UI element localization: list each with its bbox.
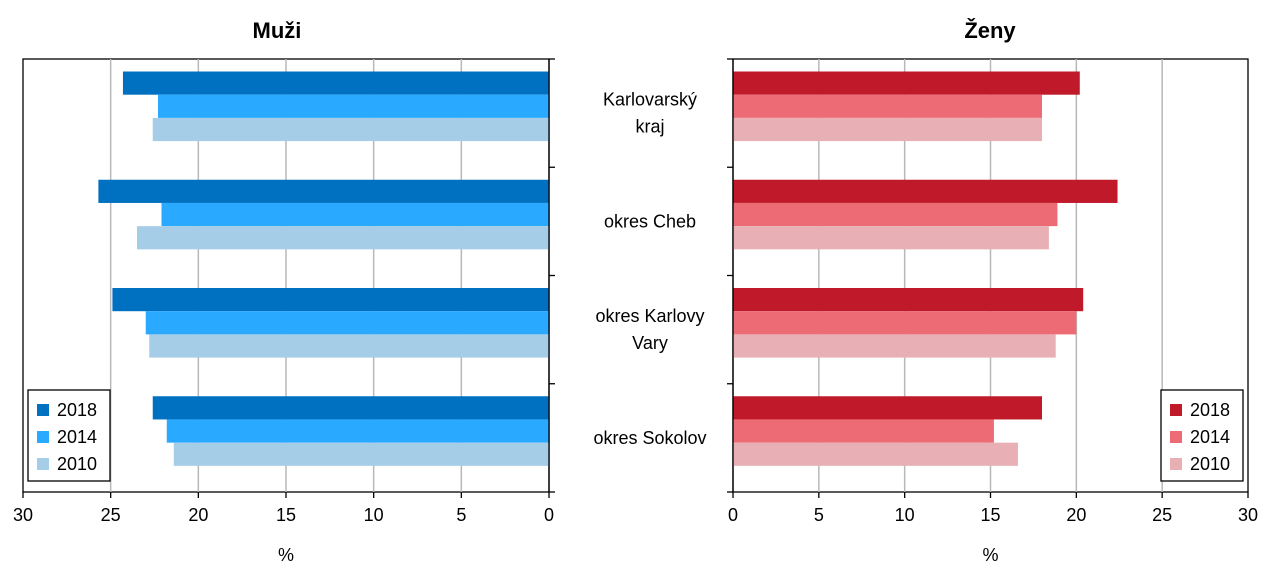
- bar-okres-karlovy-vary-2018: [733, 288, 1084, 312]
- bar-karlovarsky-kraj-2014: [158, 94, 550, 118]
- legend-swatch-2014: [1170, 431, 1182, 443]
- bar-okres-karlovy-vary-2018: [112, 288, 550, 312]
- category-label-okres-cheb: okres Cheb: [604, 211, 696, 231]
- x-tick-label: 0: [544, 505, 554, 525]
- bar-okres-karlovy-vary-2010: [733, 334, 1056, 358]
- bar-karlovarsky-kraj-2010: [152, 117, 549, 142]
- bar-karlovarsky-kraj-2018: [733, 71, 1080, 95]
- category-label-okres-sokolov: okres Sokolov: [593, 428, 706, 448]
- x-axis-label: %: [982, 545, 998, 565]
- bar-karlovarsky-kraj-2018: [122, 71, 549, 95]
- bar-karlovarsky-kraj-2014: [733, 94, 1042, 118]
- x-tick-label: 30: [1238, 505, 1258, 525]
- bar-okres-sokolov-2018: [152, 396, 549, 420]
- legend-label-2010: 2010: [57, 454, 97, 474]
- legend-label-2010: 2010: [1190, 454, 1230, 474]
- chart-muzi: Muži 30 25 20 15 10 5 0% 2018 2014 2010: [13, 18, 555, 565]
- legend-label-2018: 2018: [1190, 400, 1230, 420]
- x-tick-label: 10: [895, 505, 915, 525]
- bar-okres-karlovy-vary-2014: [145, 311, 549, 335]
- bar-okres-cheb-2010: [136, 226, 549, 250]
- bar-okres-sokolov-2014: [733, 419, 994, 443]
- bar-okres-sokolov-2010: [173, 442, 549, 466]
- x-tick-label: 20: [1066, 505, 1086, 525]
- x-axis-label: %: [278, 545, 294, 565]
- x-tick-label: 10: [364, 505, 384, 525]
- x-tick-label: 5: [456, 505, 466, 525]
- bar-karlovarsky-kraj-2010: [733, 117, 1042, 142]
- x-tick-label: 25: [1152, 505, 1172, 525]
- legend-label-2018: 2018: [57, 400, 97, 420]
- chart-title: Ženy: [964, 18, 1016, 43]
- bar-okres-sokolov-2018: [733, 396, 1042, 420]
- bar-okres-cheb-2010: [733, 226, 1049, 250]
- legend: 2018 2014 2010: [1160, 389, 1244, 482]
- x-tick-label: 5: [814, 505, 824, 525]
- bar-okres-sokolov-2010: [733, 442, 1018, 466]
- x-tick-label: 15: [276, 505, 296, 525]
- bar-okres-cheb-2014: [733, 202, 1058, 227]
- x-tick-label: 15: [980, 505, 1000, 525]
- category-label-karlovarsky-kraj: Karlovarský kraj: [603, 90, 697, 137]
- legend: 2018 2014 2010: [27, 389, 111, 482]
- x-tick-label: 20: [188, 505, 208, 525]
- legend-swatch-2010: [37, 458, 49, 470]
- category-label-okres-karlovy-vary: okres Karlovy Vary: [595, 306, 704, 353]
- bar-okres-sokolov-2014: [166, 419, 550, 443]
- bar-okres-cheb-2014: [161, 202, 549, 227]
- x-tick-label: 30: [13, 505, 33, 525]
- legend-swatch-2018: [1170, 404, 1182, 416]
- legend-swatch-2018: [37, 404, 49, 416]
- bar-okres-karlovy-vary-2010: [149, 334, 550, 358]
- bar-okres-karlovy-vary-2014: [733, 311, 1077, 335]
- legend-label-2014: 2014: [57, 427, 97, 447]
- legend-swatch-2014: [37, 431, 49, 443]
- chart-title: Muži: [253, 18, 302, 43]
- bar-okres-cheb-2018: [98, 179, 549, 203]
- legend-label-2014: 2014: [1190, 427, 1230, 447]
- legend-swatch-2010: [1170, 458, 1182, 470]
- x-tick-label: 0: [728, 505, 738, 525]
- chart-zeny: Ženy 0 5 10 15 20 25 30% Karlovarský kraj okres Ch…: [593, 18, 1258, 565]
- x-tick-label: 25: [101, 505, 121, 525]
- bar-okres-cheb-2018: [733, 179, 1118, 203]
